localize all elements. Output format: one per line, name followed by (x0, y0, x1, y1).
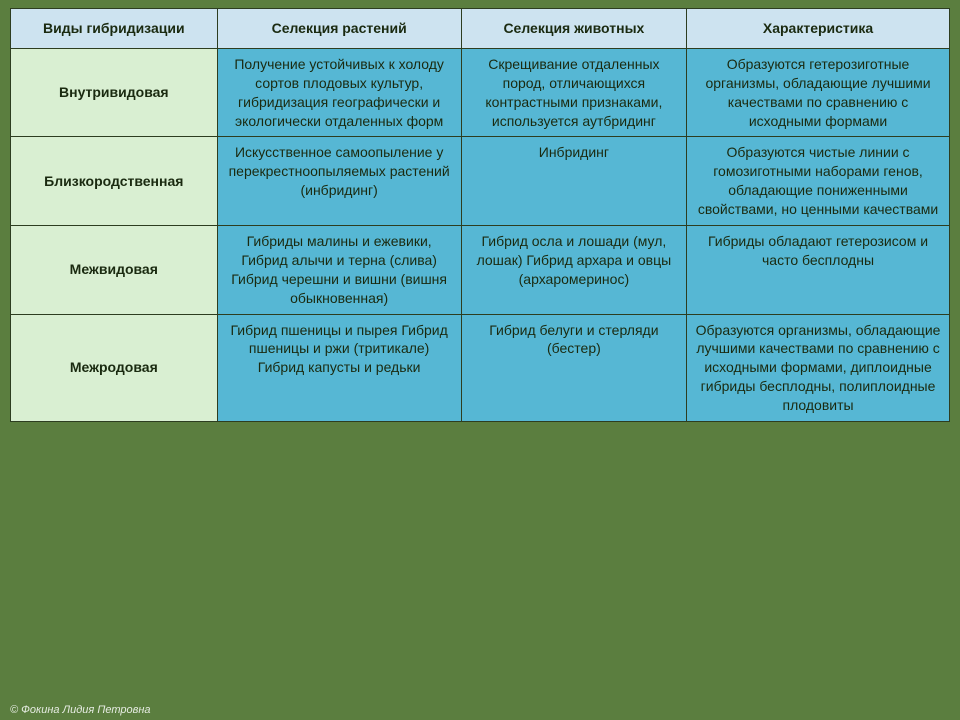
table-container: Виды гибридизации Селекция растений Селе… (0, 0, 960, 426)
col-header-animals: Селекция животных (461, 9, 686, 49)
cell-plants: Искусственное самоопыление у перекрестно… (217, 137, 461, 226)
cell-plants: Гибрид пшеницы и пырея Гибрид пшеницы и … (217, 314, 461, 421)
cell-animals: Инбридинг (461, 137, 686, 226)
col-header-types: Виды гибридизации (11, 9, 218, 49)
row-label: Внутривидовая (11, 48, 218, 137)
cell-animals: Гибрид белуги и стерляди (бестер) (461, 314, 686, 421)
cell-plants: Получение устойчивых к холоду сортов пло… (217, 48, 461, 137)
table-head: Виды гибридизации Селекция растений Селе… (11, 9, 950, 49)
cell-char: Образуются организмы, обладающие лучшими… (687, 314, 950, 421)
table-row: Межродовая Гибрид пшеницы и пырея Гибрид… (11, 314, 950, 421)
hybridization-table: Виды гибридизации Селекция растений Селе… (10, 8, 950, 422)
copyright-footer: © Фокина Лидия Петровна (10, 704, 151, 716)
cell-animals: Скрещивание отдаленных пород, отличающих… (461, 48, 686, 137)
table-row: Внутривидовая Получение устойчивых к хол… (11, 48, 950, 137)
cell-char: Гибриды обладают гетерозисом и часто бес… (687, 226, 950, 315)
cell-animals: Гибрид осла и лошади (мул, лошак) Гибрид… (461, 226, 686, 315)
table-row: Близкородственная Искусственное самоопыл… (11, 137, 950, 226)
cell-char: Образуются чистые линии с гомозиготными … (687, 137, 950, 226)
cell-char: Образуются гетерозиготные организмы, обл… (687, 48, 950, 137)
table-body: Внутривидовая Получение устойчивых к хол… (11, 48, 950, 421)
cell-plants: Гибриды малины и ежевики, Гибрид алычи и… (217, 226, 461, 315)
col-header-characteristic: Характеристика (687, 9, 950, 49)
col-header-plants: Селекция растений (217, 9, 461, 49)
table-row: Межвидовая Гибриды малины и ежевики, Гиб… (11, 226, 950, 315)
row-label: Межвидовая (11, 226, 218, 315)
row-label: Близкородственная (11, 137, 218, 226)
row-label: Межродовая (11, 314, 218, 421)
